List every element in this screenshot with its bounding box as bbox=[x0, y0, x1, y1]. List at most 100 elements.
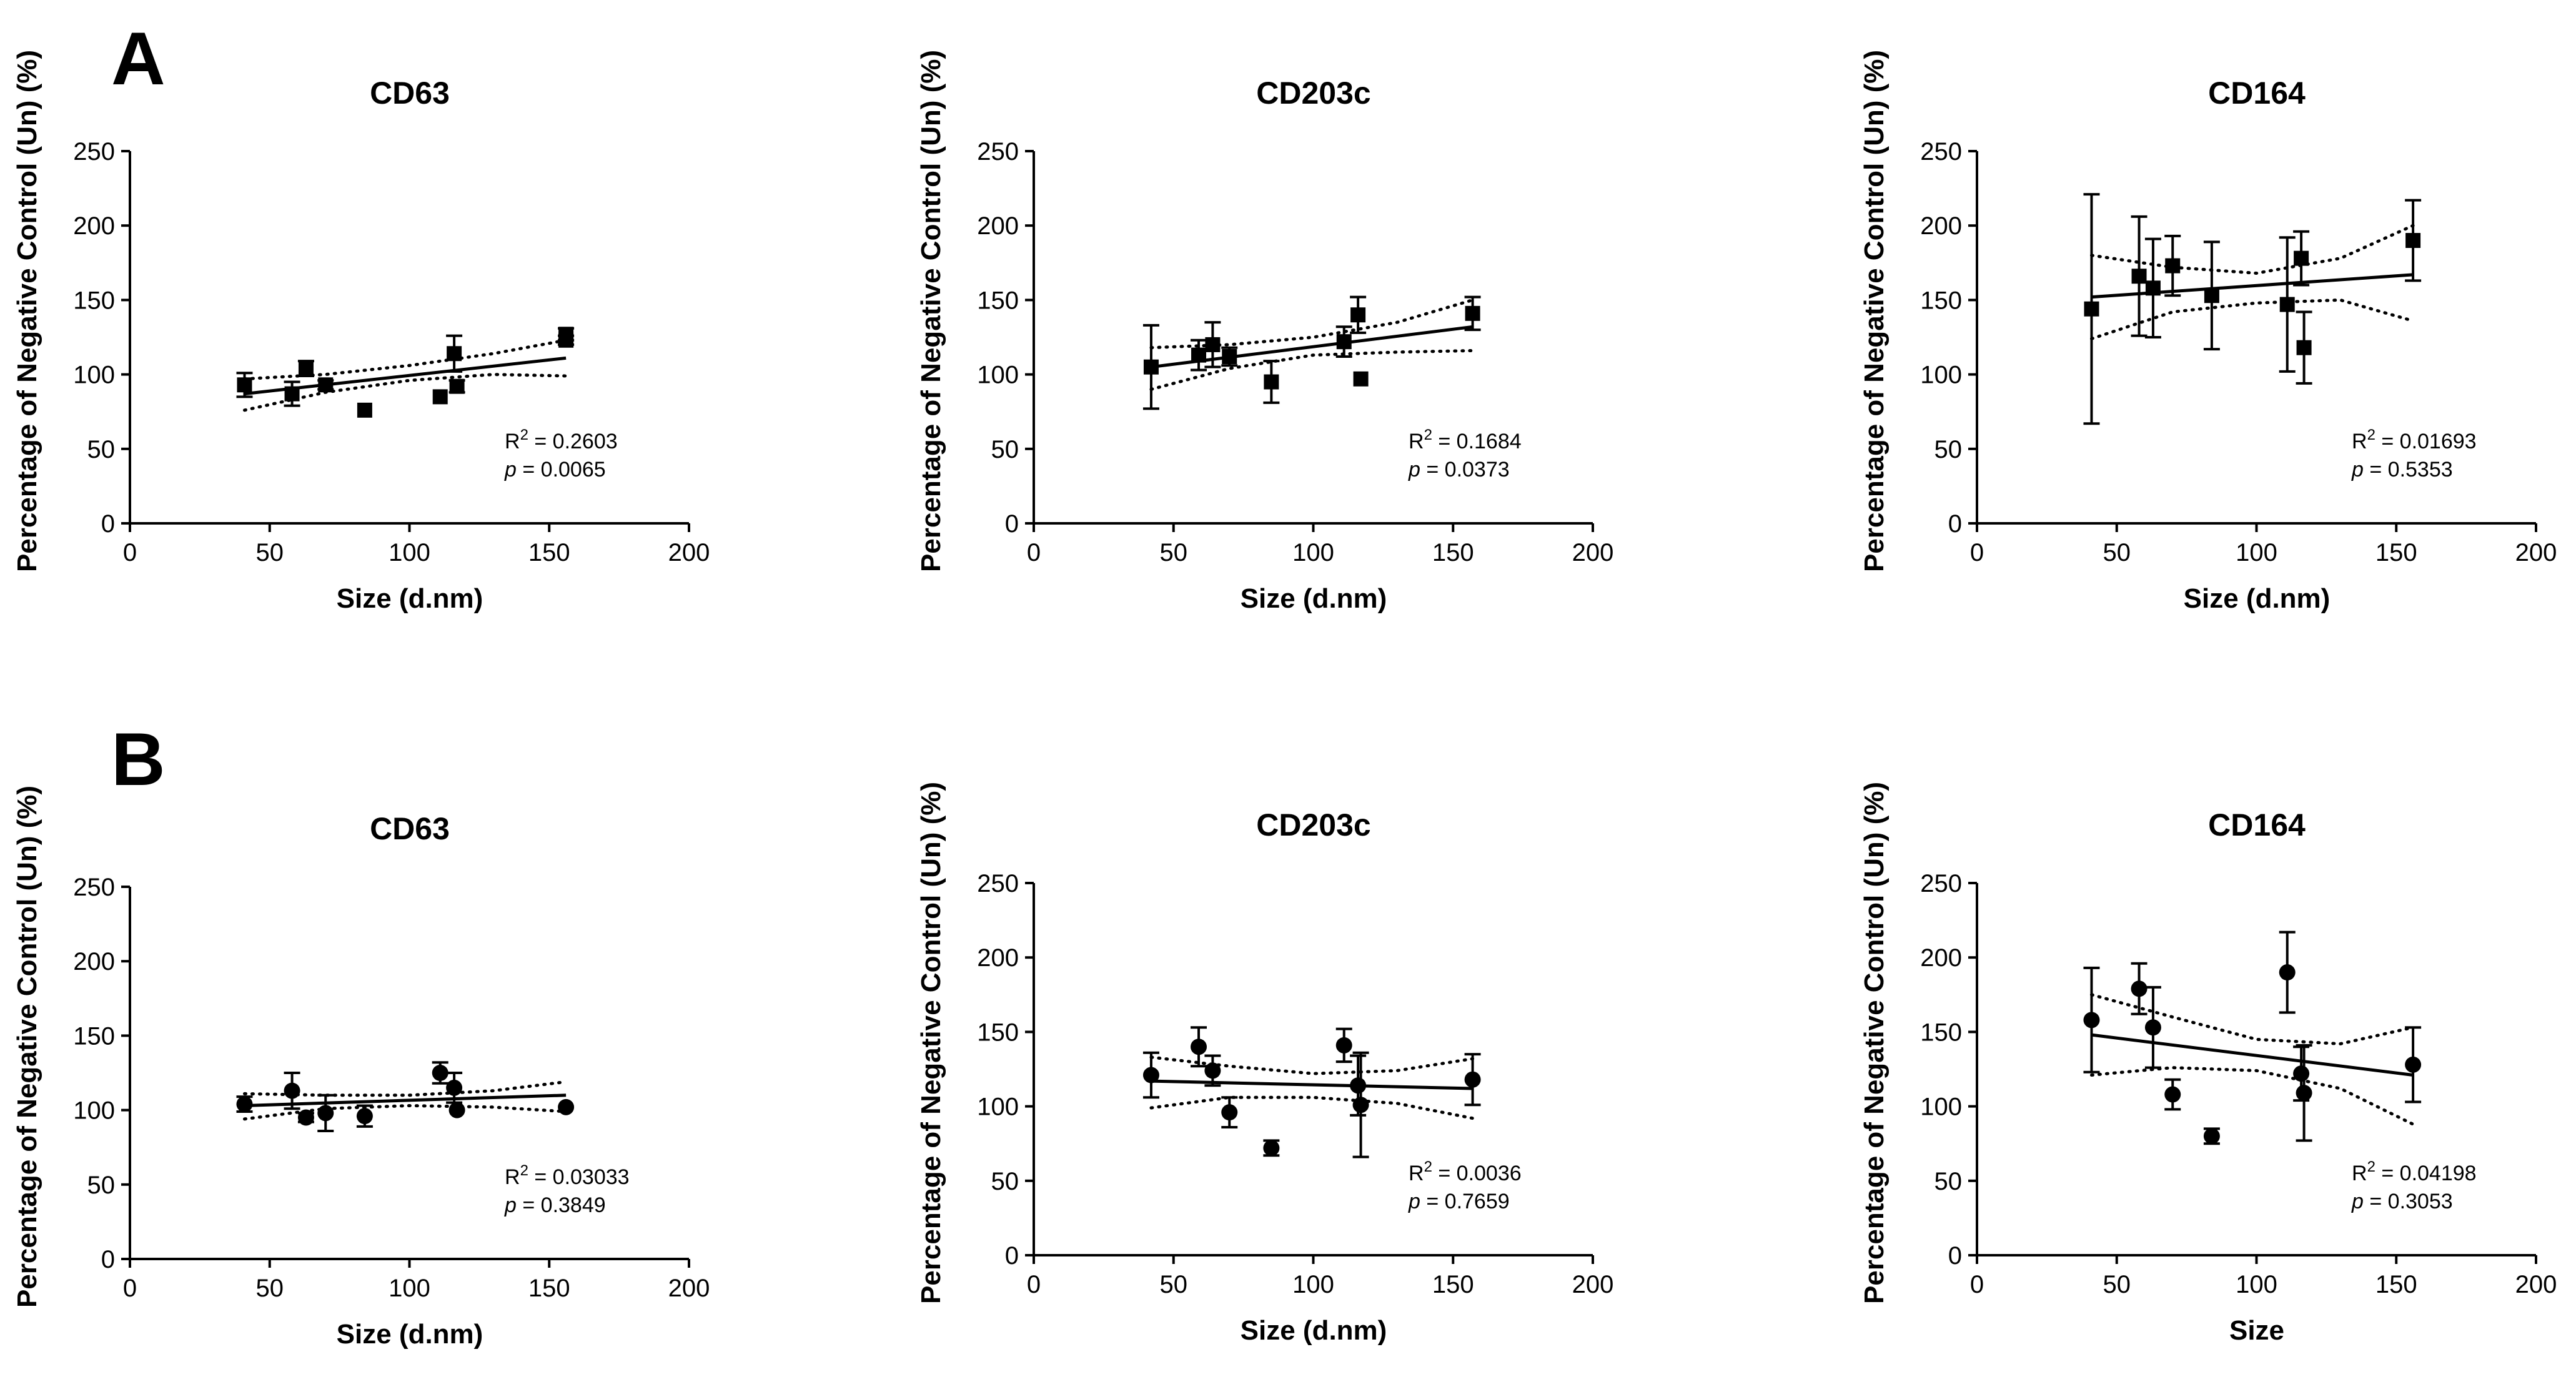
y-tick-label: 100 bbox=[73, 1097, 115, 1125]
x-axis-label: Size (d.nm) bbox=[337, 583, 483, 614]
x-tick-label: 50 bbox=[256, 539, 284, 566]
x-tick-label: 0 bbox=[1027, 1271, 1041, 1298]
data-point bbox=[1350, 1077, 1367, 1094]
y-tick-label: 150 bbox=[1920, 1019, 1962, 1046]
x-tick-label: 50 bbox=[1160, 539, 1188, 566]
data-point bbox=[1352, 1097, 1369, 1113]
chart-title: CD164 bbox=[2208, 76, 2306, 111]
ci-upper-line bbox=[1149, 298, 1475, 350]
x-tick-label: 50 bbox=[2103, 539, 2131, 566]
y-tick-label: 100 bbox=[977, 1093, 1019, 1121]
data-point bbox=[2294, 250, 2309, 266]
chart-4: CD63 0 50 100 150 200 0 50 100 150 200 250 Size (d.n… bbox=[12, 786, 710, 1350]
y-tick-label: 250 bbox=[73, 874, 115, 901]
y-tick-label: 250 bbox=[1920, 870, 1962, 897]
x-tick-label: 0 bbox=[1970, 539, 1984, 566]
data-point bbox=[2296, 1085, 2312, 1102]
ci-upper-line bbox=[2089, 224, 2415, 275]
y-tick-label: 150 bbox=[73, 287, 115, 314]
x-axis-label: Size bbox=[2229, 1315, 2284, 1346]
ci-upper-line bbox=[1149, 1055, 1475, 1075]
y-tick-label: 250 bbox=[977, 870, 1019, 897]
y-tick-label: 50 bbox=[1934, 1168, 1963, 1195]
x-tick-label: 200 bbox=[1572, 1271, 1614, 1298]
x-tick-label: 0 bbox=[1027, 539, 1041, 566]
y-tick-label: 200 bbox=[73, 948, 115, 975]
data-point bbox=[1335, 1037, 1352, 1054]
data-point bbox=[1465, 305, 1480, 321]
x-tick-label: 100 bbox=[2236, 539, 2277, 566]
data-point bbox=[1191, 1039, 1207, 1055]
x-tick-label: 150 bbox=[528, 1275, 570, 1302]
chart-title: CD203c bbox=[1256, 76, 1370, 111]
data-point bbox=[1191, 347, 1207, 363]
y-axis-label: Percentage of Negative Control (Un) (%) bbox=[916, 782, 946, 1304]
data-point bbox=[2296, 340, 2312, 355]
chart-2: CD203c 0 50 100 150 200 0 50 100 150 200 250 Size (d… bbox=[916, 50, 1613, 614]
data-point bbox=[2293, 1065, 2310, 1082]
x-tick-label: 100 bbox=[1292, 539, 1334, 566]
chart-title: CD203c bbox=[1256, 807, 1370, 842]
x-tick-label: 100 bbox=[389, 539, 430, 566]
r-squared-annotation: R2 = 0.03033 bbox=[505, 1162, 630, 1189]
x-tick-label: 0 bbox=[123, 539, 137, 566]
data-point bbox=[2144, 1019, 2161, 1036]
data-point bbox=[2164, 1086, 2181, 1103]
data-point bbox=[1222, 348, 1237, 364]
x-tick-label: 150 bbox=[528, 539, 570, 566]
data-point bbox=[449, 378, 465, 394]
data-point bbox=[284, 386, 300, 402]
y-tick-label: 50 bbox=[991, 436, 1019, 463]
x-tick-label: 0 bbox=[123, 1275, 137, 1302]
data-point bbox=[1221, 1104, 1238, 1121]
data-point bbox=[2204, 288, 2219, 304]
data-point bbox=[297, 1109, 314, 1126]
y-axis-label: Percentage of Negative Control (Un) (%) bbox=[1859, 782, 1890, 1304]
x-tick-label: 50 bbox=[2103, 1271, 2131, 1298]
y-tick-label: 200 bbox=[1920, 944, 1962, 972]
data-point bbox=[432, 1065, 448, 1081]
x-axis-label: Size (d.nm) bbox=[2184, 583, 2331, 614]
y-tick-label: 250 bbox=[1920, 138, 1962, 165]
data-point bbox=[558, 1098, 575, 1115]
data-point bbox=[1350, 307, 1366, 323]
y-tick-label: 0 bbox=[1948, 1242, 1962, 1270]
data-point bbox=[432, 389, 448, 405]
r-squared-annotation: R2 = 0.2603 bbox=[505, 427, 618, 453]
x-tick-label: 50 bbox=[256, 1275, 284, 1302]
y-tick-label: 150 bbox=[73, 1022, 115, 1050]
data-point bbox=[298, 361, 314, 377]
y-tick-label: 100 bbox=[1920, 362, 1962, 389]
x-axis-label: Size (d.nm) bbox=[337, 1319, 483, 1350]
data-point bbox=[2279, 297, 2295, 312]
data-point bbox=[2165, 258, 2181, 274]
y-tick-label: 0 bbox=[101, 1246, 115, 1273]
y-tick-label: 0 bbox=[1005, 1242, 1019, 1270]
y-tick-label: 200 bbox=[73, 212, 115, 240]
y-axis-label: Percentage of Negative Control (Un) (%) bbox=[12, 786, 42, 1308]
y-tick-label: 200 bbox=[1920, 212, 1962, 240]
ci-lower-line bbox=[2089, 1066, 2415, 1126]
p-value-annotation: p = 0.5353 bbox=[2351, 458, 2453, 481]
data-point bbox=[317, 1105, 334, 1122]
data-point bbox=[357, 402, 372, 418]
chart-3: CD164 0 50 100 150 200 0 50 100 150 200 250 Size (d.… bbox=[1859, 50, 2557, 614]
y-tick-label: 100 bbox=[73, 362, 115, 389]
y-axis-label: Percentage of Negative Control (Un) (%) bbox=[1859, 50, 1890, 572]
data-point bbox=[558, 332, 574, 348]
data-point bbox=[237, 377, 252, 393]
p-value-annotation: p = 0.0065 bbox=[504, 458, 606, 481]
chart-title: CD63 bbox=[370, 76, 450, 111]
regression-line bbox=[244, 1093, 567, 1107]
data-point bbox=[447, 346, 462, 362]
data-point bbox=[1264, 374, 1279, 390]
data-point bbox=[356, 1108, 373, 1125]
y-tick-label: 0 bbox=[101, 510, 115, 538]
y-tick-label: 0 bbox=[1005, 510, 1019, 538]
data-point bbox=[2203, 1128, 2220, 1145]
chart-5: CD203c 0 50 100 150 200 0 50 100 150 200 250 Size (d… bbox=[916, 782, 1613, 1346]
ci-upper-line bbox=[242, 338, 568, 381]
p-value-annotation: p = 0.3849 bbox=[504, 1193, 606, 1217]
panel-letter-a: A bbox=[111, 17, 166, 101]
